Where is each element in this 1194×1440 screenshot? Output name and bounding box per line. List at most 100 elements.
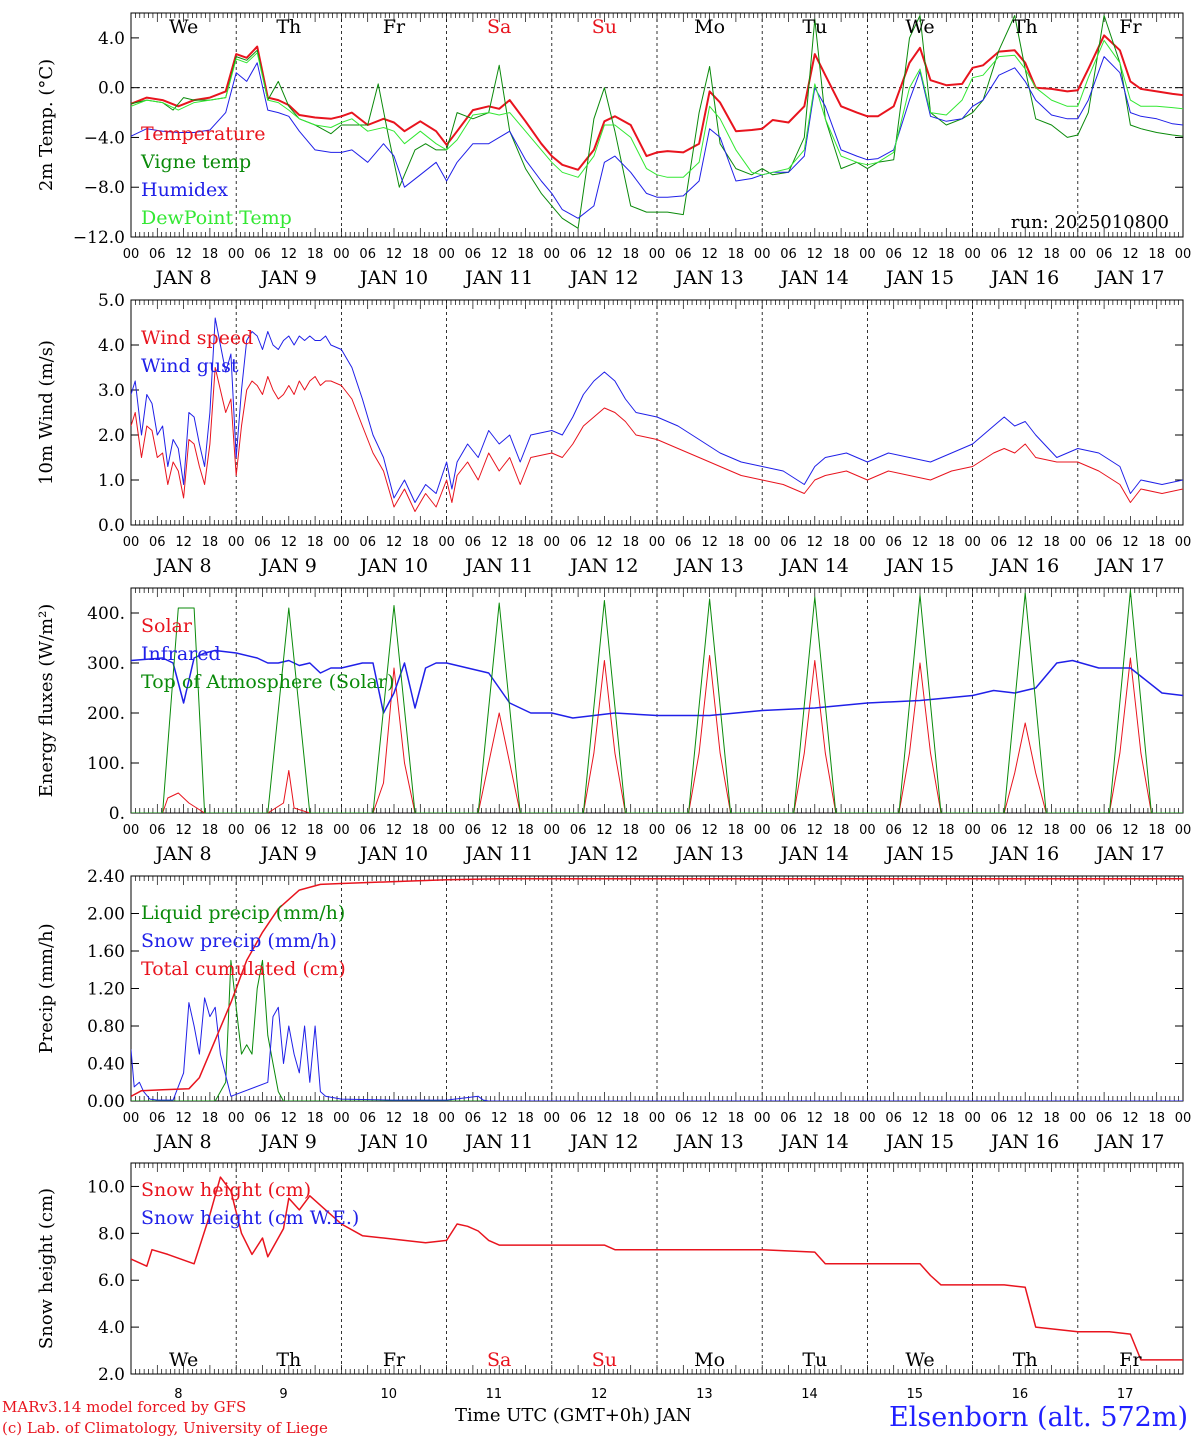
hour-label: 00 (438, 535, 455, 550)
hour-label: 06 (149, 823, 166, 838)
hour-label: 12 (807, 535, 824, 550)
hour-label: 06 (254, 1111, 271, 1126)
hour-label: 12 (912, 247, 929, 262)
hour-label: 18 (728, 823, 745, 838)
hour-label: 12 (386, 247, 403, 262)
date-label: JAN 12 (568, 1131, 638, 1153)
y-tick-label: 4.0 (98, 1318, 125, 1338)
y-tick-label: 2.0 (98, 426, 125, 446)
hour-label: 00 (228, 1111, 245, 1126)
hour-label: 06 (465, 247, 482, 262)
panel-precip: 0.00 0.40 0.80 1.20 1.60 2.00 2.40 Precip (mm/h… (36, 867, 1191, 1153)
hour-label: 12 (175, 823, 192, 838)
hour-label: 00 (544, 823, 561, 838)
hour-label: 06 (675, 1111, 692, 1126)
hour-label: 12 (1017, 247, 1034, 262)
hour-label: 00 (438, 823, 455, 838)
hour-label: 06 (254, 247, 271, 262)
hour-label: 06 (359, 1111, 376, 1126)
hour-label: 06 (465, 1111, 482, 1126)
hour-label: 12 (1122, 1111, 1139, 1126)
hour-label: 18 (307, 823, 324, 838)
hour-label: 12 (491, 823, 508, 838)
hour-label: 06 (254, 823, 271, 838)
series-dewpoint-temp (131, 39, 1183, 178)
hour-label: 12 (701, 823, 718, 838)
y-tick-label: 0.80 (87, 1017, 125, 1037)
hour-label: 00 (754, 823, 771, 838)
hour-label: 00 (544, 1111, 561, 1126)
hour-label: 00 (1175, 1111, 1192, 1126)
hour-label: 12 (912, 535, 929, 550)
hour-label: 00 (964, 823, 981, 838)
date-label: JAN 12 (568, 267, 638, 289)
hour-label: 18 (412, 823, 429, 838)
hour-label: 06 (359, 247, 376, 262)
weekday-label: Mo (694, 16, 725, 38)
hour-label: 12 (701, 535, 718, 550)
date-label: JAN 10 (358, 1131, 428, 1153)
day-number: 16 (1012, 1387, 1029, 1402)
hour-label: 18 (1043, 823, 1060, 838)
y-tick-label: −4.0 (84, 128, 125, 148)
weekday-label: We (169, 1349, 198, 1371)
y-tick-label: 1.20 (87, 980, 125, 1000)
hour-label: 18 (833, 247, 850, 262)
hour-label: 18 (833, 535, 850, 550)
weekday-label: Mo (694, 1349, 725, 1371)
legend-entry: Snow height (cm W.E.) (141, 1207, 359, 1229)
hour-label: 18 (622, 823, 639, 838)
hour-label: 00 (123, 247, 140, 262)
day-number: 8 (174, 1387, 182, 1402)
legend-entry: Liquid precip (mm/h) (141, 902, 345, 924)
y-tick-label: 0.0 (98, 79, 125, 99)
y-tick-label: 6.0 (98, 1271, 125, 1291)
date-label: JAN 8 (154, 555, 212, 577)
series-solar (131, 655, 1183, 813)
hour-label: 06 (675, 535, 692, 550)
hour-label: 12 (386, 823, 403, 838)
legend-entry: Wind speed (141, 327, 253, 349)
hour-label: 12 (386, 535, 403, 550)
hour-label: 06 (675, 823, 692, 838)
day-number: 17 (1117, 1387, 1134, 1402)
date-label: JAN 17 (1094, 1131, 1164, 1153)
day-number: 14 (801, 1387, 818, 1402)
hour-label: 12 (1017, 535, 1034, 550)
date-label: JAN 10 (358, 267, 428, 289)
date-label: JAN 15 (884, 843, 954, 865)
date-label: JAN 8 (154, 267, 212, 289)
date-label: JAN 15 (884, 267, 954, 289)
station-name: Elsenborn (alt. 572m) (889, 1402, 1188, 1433)
hour-label: 18 (833, 823, 850, 838)
hour-label: 00 (123, 535, 140, 550)
y-tick-label: 8.0 (98, 1224, 125, 1244)
hour-label: 18 (1148, 247, 1165, 262)
hour-label: 12 (491, 1111, 508, 1126)
hour-label: 06 (149, 535, 166, 550)
hour-label: 06 (780, 535, 797, 550)
day-number: 15 (906, 1387, 923, 1402)
date-label: JAN 15 (884, 1131, 954, 1153)
day-number: 10 (380, 1387, 397, 1402)
hour-label: 12 (175, 1111, 192, 1126)
hour-label: 18 (622, 247, 639, 262)
hour-label: 00 (754, 1111, 771, 1126)
hour-label: 18 (202, 535, 219, 550)
hour-label: 00 (1070, 1111, 1087, 1126)
hour-label: 00 (649, 247, 666, 262)
hour-label: 00 (1070, 247, 1087, 262)
y-tick-label: 100. (87, 754, 125, 774)
date-label: JAN 14 (779, 555, 849, 577)
panel-temp: −12.0 −8.0 −4.0 0.0 4.0 2m Temp. (°C) Temperat… (36, 12, 1191, 289)
weekday-label: Fr (383, 1349, 406, 1371)
y-tick-label: 1.60 (87, 942, 125, 962)
date-label: JAN 14 (779, 1131, 849, 1153)
series-snow-precip-mm-h- (131, 997, 1183, 1101)
hour-label: 18 (622, 535, 639, 550)
date-label: JAN 9 (259, 1131, 317, 1153)
hour-label: 18 (412, 247, 429, 262)
date-label: JAN 12 (568, 843, 638, 865)
hour-label: 18 (517, 535, 534, 550)
hour-label: 00 (1070, 535, 1087, 550)
